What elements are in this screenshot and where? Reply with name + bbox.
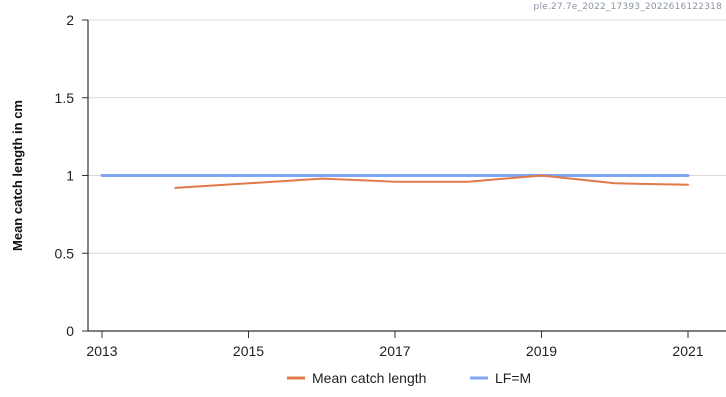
x-tick-label: 2019 — [526, 343, 557, 359]
x-tick-label: 2017 — [379, 343, 410, 359]
y-tick-label: 1 — [66, 168, 74, 184]
legend-label-mean-catch-length: Mean catch length — [312, 370, 426, 386]
y-tick-label: 1.5 — [55, 90, 75, 106]
x-tick-label: 2015 — [233, 343, 264, 359]
y-tick-label: 0.5 — [55, 245, 75, 261]
y-axis-title: Mean catch length in cm — [10, 100, 25, 251]
x-tick-label: 2021 — [672, 343, 703, 359]
legend-label-lf-m: LF=M — [495, 370, 531, 386]
x-tick-label: 2013 — [86, 343, 117, 359]
series-line-mean-catch-length — [174, 174, 689, 189]
chart-watermark: ple.27.7e_2022_17393_2022616122318 — [533, 2, 722, 12]
y-tick-label: 0 — [66, 323, 74, 339]
y-tick-label: 2 — [66, 12, 74, 28]
